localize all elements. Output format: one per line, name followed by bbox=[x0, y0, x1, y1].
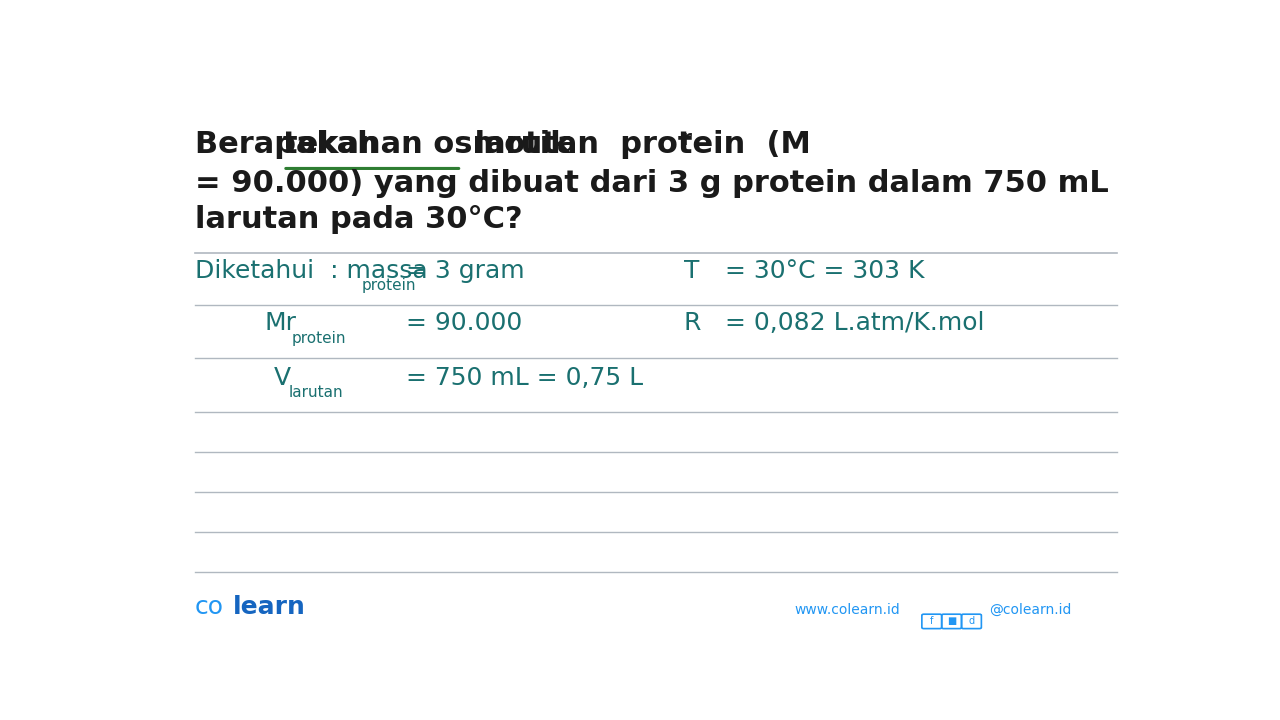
Text: R: R bbox=[684, 311, 701, 336]
Text: co: co bbox=[195, 595, 224, 619]
Text: = 750 mL = 0,75 L: = 750 mL = 0,75 L bbox=[406, 366, 643, 390]
Text: = 90.000: = 90.000 bbox=[406, 311, 522, 336]
Text: = 0,082 L.atm/K.mol: = 0,082 L.atm/K.mol bbox=[726, 311, 984, 336]
Text: = 3 gram: = 3 gram bbox=[406, 258, 525, 283]
Text: www.colearn.id: www.colearn.id bbox=[795, 603, 901, 617]
Text: learn: learn bbox=[233, 595, 306, 619]
Text: f: f bbox=[931, 616, 933, 626]
Text: @colearn.id: @colearn.id bbox=[989, 603, 1071, 617]
Text: tekanan osmotik: tekanan osmotik bbox=[283, 130, 571, 159]
Text: Mr: Mr bbox=[264, 311, 296, 336]
Text: T: T bbox=[684, 258, 699, 283]
Text: larutan pada 30°C?: larutan pada 30°C? bbox=[195, 204, 522, 234]
Text: V: V bbox=[274, 366, 292, 390]
Text: larutan: larutan bbox=[289, 385, 343, 400]
Text: = 30°C = 303 K: = 30°C = 303 K bbox=[726, 258, 925, 283]
Text: r: r bbox=[680, 129, 691, 149]
Text: Berapakah: Berapakah bbox=[195, 130, 389, 159]
Text: protein: protein bbox=[292, 330, 347, 346]
Text: larutan  protein  (M: larutan protein (M bbox=[463, 130, 810, 159]
Text: = 90.000) yang dibuat dari 3 g protein dalam 750 mL: = 90.000) yang dibuat dari 3 g protein d… bbox=[195, 168, 1108, 198]
Text: Diketahui  : massa: Diketahui : massa bbox=[195, 258, 428, 283]
Text: ■: ■ bbox=[947, 616, 956, 626]
Text: d: d bbox=[969, 616, 974, 626]
Text: protein: protein bbox=[361, 278, 416, 293]
